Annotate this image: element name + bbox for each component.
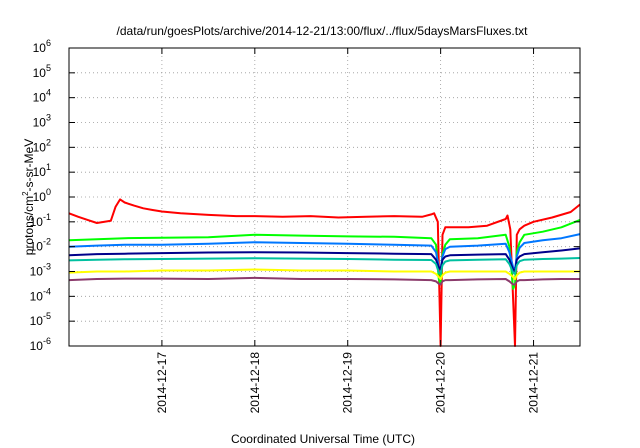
series-line-3: [68, 233, 581, 271]
series-line-4: [68, 247, 581, 273]
x-tick-label: 2014-12-17: [155, 352, 169, 414]
y-tick-label: 10-3: [30, 262, 51, 279]
y-axis-ticks: 10-610-510-410-310-210-11001011021031041…: [30, 38, 580, 353]
y-tick-label: 104: [33, 88, 51, 105]
x-tick-label: 2014-12-20: [434, 352, 448, 414]
y-tick-base: 10: [30, 314, 44, 328]
y-axis-label-part-2: -s-sr-MeV: [22, 139, 36, 192]
x-axis-label: Coordinated Universal Time (UTC): [231, 432, 415, 446]
y-tick-base: 10: [33, 116, 47, 130]
y-tick-base: 10: [33, 91, 47, 105]
y-tick-base: 10: [33, 190, 47, 204]
y-tick-base: 10: [33, 140, 47, 154]
y-tick-exponent: -2: [43, 237, 51, 247]
y-tick-base: 10: [33, 66, 47, 80]
x-tick-label: 2014-12-21: [527, 352, 541, 414]
y-tick-exponent: 2: [46, 137, 51, 147]
y-tick-base: 10: [33, 41, 47, 55]
y-tick-label: 100: [33, 187, 51, 204]
chart-title: /data/run/goesPlots/archive/2014-12-21/1…: [117, 24, 529, 38]
y-tick-exponent: -5: [43, 311, 51, 321]
y-tick-exponent: 3: [46, 113, 51, 123]
y-tick-exponent: 4: [46, 88, 51, 98]
y-axis-label: protons/cm2-s-sr-MeV: [21, 139, 36, 255]
y-tick-base: 10: [30, 215, 44, 229]
y-tick-exponent: 5: [46, 63, 51, 73]
y-axis-label-exponent: 2: [21, 191, 30, 196]
y-tick-exponent: 1: [46, 162, 51, 172]
y-tick-label: 10-2: [30, 237, 51, 254]
y-tick-base: 10: [30, 289, 44, 303]
y-tick-base: 10: [30, 265, 44, 279]
y-tick-label: 10-4: [30, 286, 51, 303]
y-tick-base: 10: [33, 165, 47, 179]
y-tick-exponent: -3: [43, 262, 51, 272]
grid-lines: [69, 48, 580, 346]
y-tick-exponent: 6: [46, 38, 51, 48]
y-tick-label: 103: [33, 113, 51, 130]
y-tick-base: 10: [30, 339, 44, 353]
y-tick-label: 102: [33, 137, 51, 154]
y-tick-exponent: -4: [43, 286, 51, 296]
y-tick-label: 105: [33, 63, 51, 80]
data-series: [68, 198, 581, 347]
series-line-6: [68, 268, 580, 280]
series-line-1: [68, 198, 581, 347]
series-line-5: [68, 257, 581, 275]
x-axis-ticks: 2014-12-17 2014-12-18 2014-12-19 2014-12-20…: [155, 48, 541, 413]
y-tick-label: 101: [33, 162, 51, 179]
y-tick-base: 10: [30, 240, 44, 254]
series-line-7: [68, 276, 580, 286]
y-tick-label: 10-1: [30, 212, 51, 229]
y-axis-label-part-1: protons/cm: [22, 196, 36, 255]
y-tick-label: 10-5: [30, 311, 51, 328]
y-tick-exponent: -1: [43, 212, 51, 222]
y-tick-exponent: -6: [43, 336, 51, 346]
y-tick-exponent: 0: [46, 187, 51, 197]
y-tick-label: 10-6: [30, 336, 51, 353]
y-tick-label: 106: [33, 38, 51, 55]
x-tick-label: 2014-12-19: [341, 352, 355, 414]
x-tick-label: 2014-12-18: [248, 352, 262, 414]
